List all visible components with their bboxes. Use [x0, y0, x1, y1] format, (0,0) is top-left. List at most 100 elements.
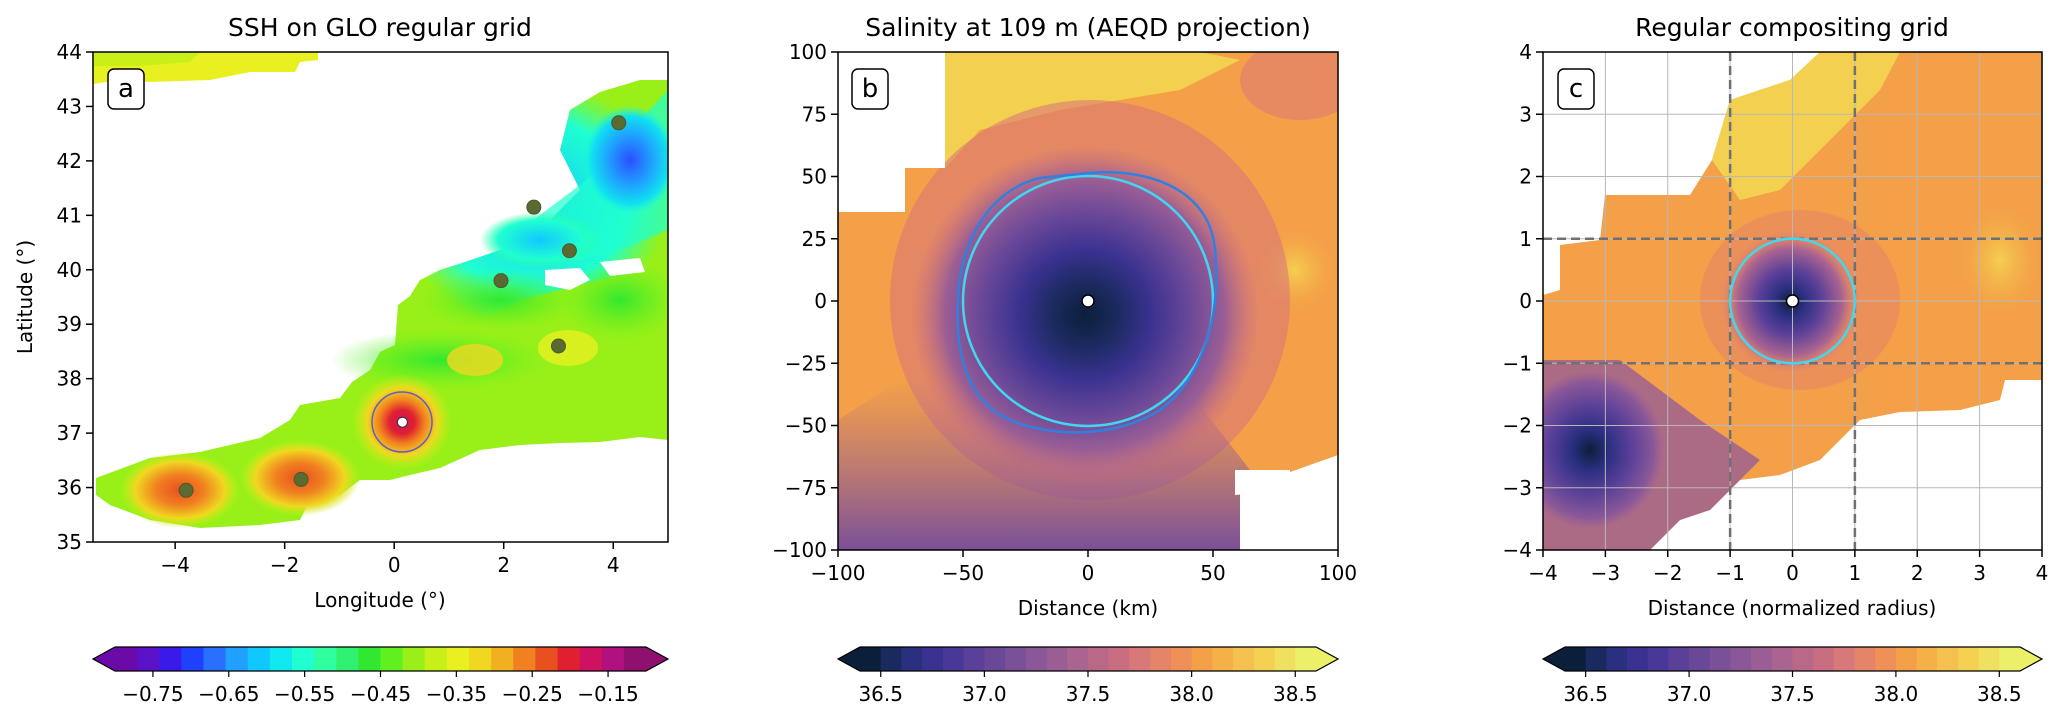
- colorbar-segment: [1978, 647, 2000, 671]
- colorbar-segment: [1253, 647, 1276, 671]
- colorbar-tick-label: −0.25: [502, 682, 563, 706]
- colorbar-segment: [225, 647, 249, 671]
- salinity-gap-se3: [1240, 490, 1338, 550]
- colorbar-segment: [424, 647, 448, 671]
- colorbar-segment: [1046, 647, 1068, 671]
- x-tick-label: −2: [270, 553, 299, 577]
- y-tick-label: −25: [785, 351, 827, 375]
- ssh-patch-northwest-inner: [93, 52, 200, 66]
- colorbar-segment: [1647, 647, 1670, 671]
- ssh-warm-spot: [447, 344, 503, 376]
- colorbar-segment: [1751, 647, 1773, 671]
- colorbar-segment: [623, 647, 647, 671]
- colorbar-tick-label: 37.5: [1066, 682, 1111, 706]
- colorbar-tick-label: −0.15: [577, 682, 638, 706]
- y-tick-label: 25: [802, 227, 827, 251]
- x-tick-label: 0: [1082, 561, 1095, 585]
- colorbar-outline: [91, 646, 670, 672]
- eddy-contour: [956, 171, 1218, 434]
- colorbar-extend-high: [2020, 647, 2042, 671]
- salinity-gap-se2: [1235, 470, 1290, 495]
- grid-field-north: [1712, 52, 1900, 200]
- x-tick-label: 1: [1849, 561, 1862, 585]
- x-tick-label: −4: [1528, 561, 1557, 585]
- panel-c-letter-box: c: [1557, 68, 1595, 110]
- colorbar-segment: [336, 647, 359, 671]
- y-tick-label: 37: [57, 421, 82, 445]
- x-tick-label: −2: [1653, 561, 1682, 585]
- colorbar-segment: [1730, 647, 1752, 671]
- colorbar-tick-label: 36.5: [1563, 682, 1608, 706]
- y-tick-label: −50: [785, 414, 827, 438]
- salinity-north: [945, 52, 1240, 168]
- eddy-location-marker: [550, 338, 566, 354]
- panel-a-frame: [92, 51, 669, 543]
- y-tick-label: −100: [772, 538, 827, 562]
- colorbar-segment: [1813, 647, 1835, 671]
- panel-a-ticks: −4 −2 0 2 4 35 36 37 38 39 40 41 42 43 44: [57, 40, 620, 577]
- colorbar-segment: [159, 647, 182, 671]
- x-tick-label: −3: [1591, 561, 1620, 585]
- colorbar-segment: [922, 647, 944, 671]
- y-tick-label: 44: [57, 40, 82, 64]
- colorbar-outline: [1541, 646, 2044, 672]
- colorbar-tick-label: −0.55: [274, 682, 335, 706]
- colorbar-segment: [1005, 647, 1027, 671]
- colorbar-segment: [1957, 647, 1980, 671]
- colorbar-segment: [1067, 647, 1089, 671]
- eddy-radius-circle: [961, 174, 1215, 428]
- colorbar-tick-label: 37.0: [962, 682, 1007, 706]
- colorbar-segment: [1585, 647, 1607, 671]
- ssh-eddy-contour: [371, 391, 433, 453]
- colorbar-segment: [1212, 647, 1234, 671]
- y-tick-label: 38: [57, 367, 82, 391]
- panel-c-grid: [1543, 52, 2042, 550]
- selected-eddy-marker: [396, 416, 408, 428]
- colorbar-segment: [860, 647, 882, 671]
- colorbar-segment: [1771, 647, 1794, 671]
- colorbar-segment: [358, 647, 382, 671]
- y-tick-label: 41: [57, 203, 82, 227]
- panel-a-xlabel: Longitude (°): [314, 588, 445, 612]
- colorbar-segment: [203, 647, 227, 671]
- colorbar-tick-label: 38.0: [1169, 682, 1214, 706]
- colorbar-segment: [269, 647, 293, 671]
- panel-a-letter: a: [118, 74, 134, 104]
- x-tick-label: 4: [607, 553, 620, 577]
- panel-b-colorbar: 36.5 37.0 37.5 38.0 38.5: [836, 646, 1340, 706]
- panel-b: Salinity at 109 m (AEQD projection) −100…: [772, 13, 1357, 706]
- ssh-green-1: [420, 270, 580, 330]
- colorbar-segment: [1916, 647, 1938, 671]
- colorbar-tick-label: 37.5: [1770, 682, 1815, 706]
- colorbar-tick-label: 36.5: [858, 682, 903, 706]
- colorbar-segment: [1606, 647, 1628, 671]
- colorbar-tick-label: 38.5: [1273, 682, 1318, 706]
- colorbar-segment: [1565, 647, 1587, 671]
- colorbar-segment: [880, 647, 903, 671]
- x-tick-label: 50: [1200, 561, 1225, 585]
- colorbar-tick-label: 37.0: [1667, 682, 1712, 706]
- y-tick-label: 35: [57, 530, 82, 554]
- colorbar-segment: [137, 647, 160, 671]
- colorbar-extend-high: [646, 647, 668, 671]
- panel-c: Regular compositing grid −4 −3 −2 −1 0 1 2 3 4−4…: [1503, 13, 2049, 706]
- colorbar-segment: [1170, 647, 1193, 671]
- colorbar-segment: [1854, 647, 1876, 671]
- y-tick-label: −4: [1503, 538, 1532, 562]
- colorbar-segment: [1129, 647, 1151, 671]
- colorbar-segment: [1833, 647, 1856, 671]
- colorbar-segment: [314, 647, 337, 671]
- colorbar-segment: [181, 647, 205, 671]
- panel-b-letter: b: [862, 74, 879, 104]
- colorbar-segment: [1088, 647, 1110, 671]
- x-tick-label: −1: [1715, 561, 1744, 585]
- eddy-location-marker: [611, 115, 627, 131]
- y-tick-label: −2: [1503, 414, 1532, 438]
- colorbar-segment: [1689, 647, 1711, 671]
- panel-a-letter-box: a: [107, 68, 145, 110]
- colorbar-segment: [1709, 647, 1732, 671]
- x-tick-label: −50: [942, 561, 984, 585]
- y-tick-label: 50: [802, 165, 827, 189]
- y-tick-label: 43: [57, 94, 82, 118]
- eddy-location-marker: [293, 471, 309, 487]
